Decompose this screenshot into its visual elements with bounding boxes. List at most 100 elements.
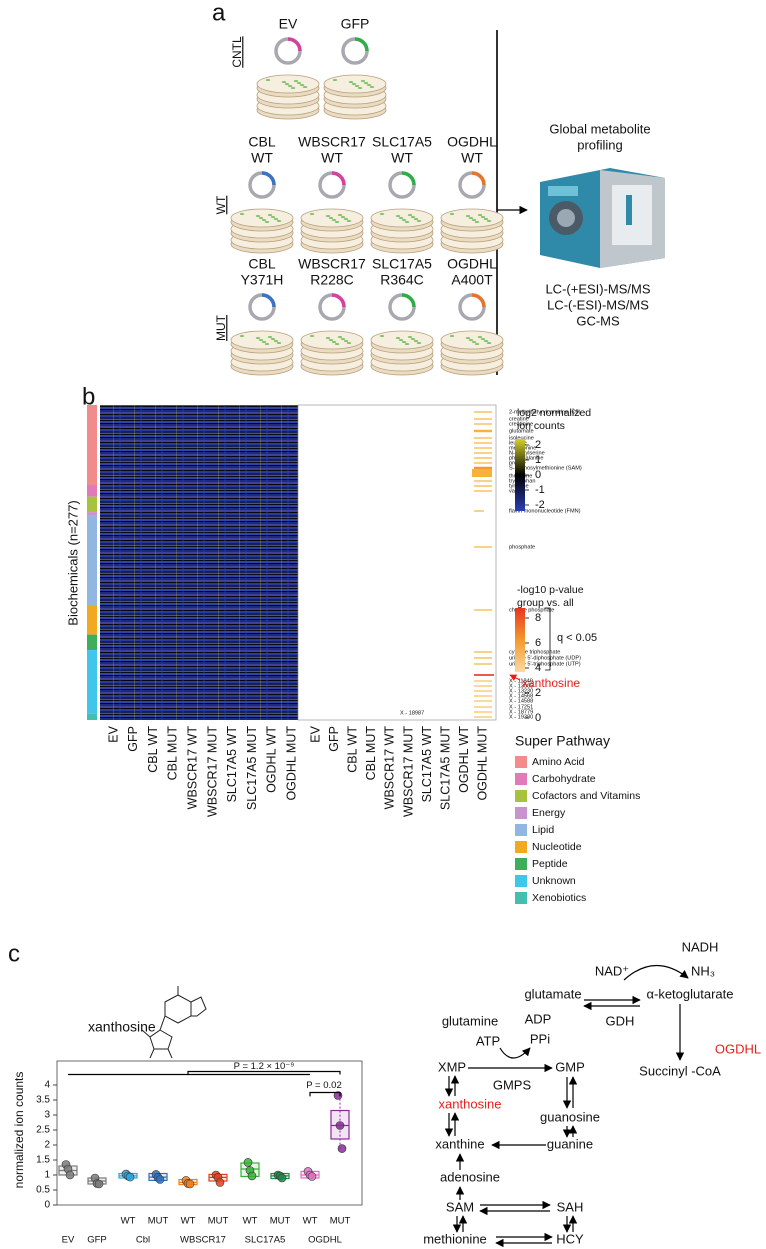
metabolite-label: X - 14588 bbox=[509, 698, 533, 704]
cell bbox=[258, 339, 264, 341]
legend-label: Lipid bbox=[532, 824, 554, 836]
pathway-node: xanthosine bbox=[439, 1096, 502, 1111]
cell bbox=[474, 221, 480, 223]
highlight-label: xanthosine bbox=[522, 676, 580, 690]
cell bbox=[483, 218, 489, 220]
pathway-node: guanine bbox=[547, 1136, 593, 1151]
cell bbox=[328, 217, 334, 219]
cell bbox=[346, 342, 352, 344]
legend-label: Unknown bbox=[532, 875, 576, 887]
construct-label: A400T bbox=[451, 272, 493, 288]
cell bbox=[334, 221, 340, 223]
legend-label: Nucleotide bbox=[532, 841, 582, 853]
metabolite-label: N-acetylserine bbox=[509, 450, 545, 456]
pathway-strip bbox=[87, 405, 97, 486]
pathway-node: XMP bbox=[438, 1059, 466, 1074]
construct-label: GFP bbox=[341, 16, 370, 32]
cell bbox=[413, 218, 419, 220]
construct-label: EV bbox=[279, 16, 298, 32]
cell bbox=[332, 79, 338, 81]
column-label: EV bbox=[106, 725, 120, 742]
plasmid-insert bbox=[401, 171, 416, 186]
y-tick-label: 3.5 bbox=[36, 1095, 50, 1106]
cell bbox=[465, 215, 471, 217]
metabolite-label: phenylalanine bbox=[509, 455, 544, 461]
cell bbox=[302, 86, 308, 88]
cell bbox=[284, 83, 290, 85]
pathway-strip bbox=[87, 605, 97, 635]
cell bbox=[404, 343, 410, 345]
significance-mark bbox=[474, 685, 492, 687]
plasmid-insert bbox=[261, 171, 276, 186]
legend-label: Amino Acid bbox=[532, 756, 585, 768]
legend-label: Cofactors and Vitamins bbox=[532, 790, 640, 802]
column-label: SLC17A5 MUT bbox=[438, 726, 452, 810]
plasmid-insert bbox=[354, 37, 369, 52]
cell bbox=[331, 341, 337, 343]
cell bbox=[270, 338, 276, 340]
pathway-node: PPi bbox=[530, 1031, 550, 1046]
construct-label: WT bbox=[391, 150, 413, 166]
cell bbox=[270, 216, 276, 218]
heatmap-frame bbox=[297, 404, 497, 721]
highlight-arrow bbox=[509, 674, 521, 681]
x-tick-label: MUT bbox=[270, 1216, 291, 1227]
pathway-node: methionine bbox=[423, 1231, 487, 1246]
cell bbox=[407, 336, 413, 338]
tick-label: 6 bbox=[535, 637, 541, 649]
cell bbox=[328, 339, 334, 341]
point bbox=[277, 1173, 287, 1183]
legend-title: ion counts bbox=[517, 420, 565, 432]
legend-label: Energy bbox=[532, 807, 566, 819]
cell bbox=[299, 84, 305, 86]
column-label: WBSCR17 MUT bbox=[401, 726, 415, 817]
cell bbox=[354, 85, 360, 87]
axis-label: Biochemicals (n=277) bbox=[65, 500, 80, 625]
legend-label: Peptide bbox=[532, 858, 568, 870]
y-tick-label: 4 bbox=[44, 1080, 50, 1091]
cell bbox=[331, 219, 337, 221]
pathway-node: SAM bbox=[446, 1199, 474, 1214]
group-label: EV bbox=[62, 1235, 75, 1246]
significance-mark bbox=[474, 485, 492, 487]
colorbar bbox=[515, 439, 525, 511]
cell bbox=[264, 343, 270, 345]
construct-label: R364C bbox=[380, 272, 424, 288]
pathway-node: GMP bbox=[555, 1059, 585, 1074]
construct-label: CBL bbox=[248, 134, 275, 150]
plasmid-insert bbox=[471, 171, 486, 186]
legend-title: -log10 p-value bbox=[517, 584, 584, 596]
legend-swatch bbox=[515, 875, 527, 887]
metabolite-label: creatine bbox=[509, 416, 529, 422]
pathway-node: HCY bbox=[556, 1231, 584, 1246]
point bbox=[243, 1158, 253, 1167]
pathway-node: GDH bbox=[606, 1013, 635, 1028]
pathway-node: glutamine bbox=[442, 1013, 498, 1028]
x-tick-label: MUT bbox=[330, 1216, 351, 1227]
cell bbox=[416, 342, 422, 344]
point bbox=[335, 1121, 345, 1130]
significance-mark bbox=[474, 418, 492, 420]
metabolite-label: X - 13230 bbox=[509, 688, 533, 694]
cell bbox=[477, 214, 483, 216]
significance-mark bbox=[472, 469, 492, 477]
cell bbox=[465, 337, 471, 339]
cell bbox=[273, 218, 279, 220]
tick-label: 2 bbox=[535, 439, 541, 451]
cell bbox=[379, 335, 385, 337]
construct-label: WBSCR17 bbox=[298, 256, 366, 272]
point bbox=[155, 1175, 165, 1184]
bracket bbox=[187, 1070, 341, 1075]
cell bbox=[290, 87, 296, 89]
legend-swatch bbox=[515, 756, 527, 768]
cell bbox=[340, 216, 346, 218]
cell bbox=[379, 213, 385, 215]
group-label: Cbl bbox=[136, 1235, 150, 1246]
group-label: GFP bbox=[87, 1235, 107, 1246]
cell bbox=[337, 214, 343, 216]
cell bbox=[261, 219, 267, 221]
cell bbox=[309, 335, 315, 337]
significance-mark bbox=[474, 700, 492, 702]
cell bbox=[351, 83, 357, 85]
metabolite-label: creatinine bbox=[509, 421, 533, 427]
